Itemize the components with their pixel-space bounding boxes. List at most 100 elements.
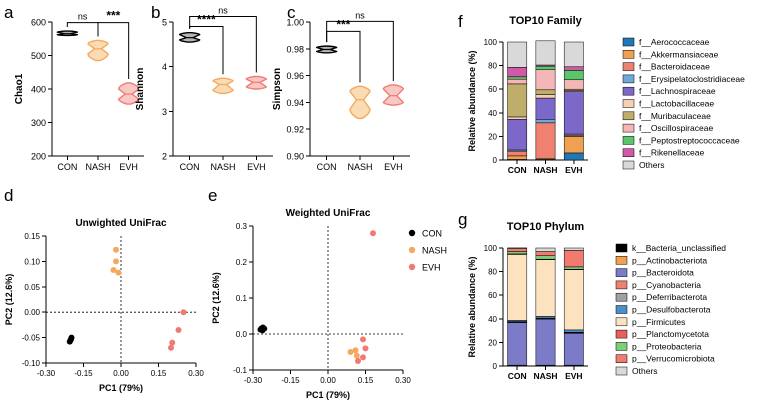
- violin-c-evh: [383, 85, 403, 105]
- point-d-evh: [169, 340, 175, 346]
- point-e-evh: [370, 230, 376, 236]
- bar-segment-f: [564, 153, 583, 160]
- legend-label-con: CON: [422, 229, 442, 239]
- y-tick-label-f: 0: [493, 156, 498, 165]
- legend-swatch-g: [616, 269, 627, 277]
- legend-swatch-f: [623, 100, 634, 108]
- bar-segment-f: [564, 42, 583, 67]
- x-tick-label-c: EVH: [384, 162, 403, 172]
- panel-label-b: b: [151, 3, 160, 22]
- panel-label-d: d: [4, 186, 13, 205]
- point-d-nash: [113, 258, 119, 264]
- x-tick-label-d: -0.30: [37, 369, 56, 378]
- y-tick-label-c: 0.98: [286, 44, 304, 54]
- bar-segment-g: [536, 260, 555, 317]
- y-tick-label-c: 0.90: [286, 152, 304, 162]
- bar-segment-g: [536, 256, 555, 260]
- y-tick-label-f: 60: [488, 85, 497, 94]
- significance-bracket-c: [327, 31, 360, 82]
- legend-swatch-f: [623, 149, 634, 157]
- x-tick-label-g: NASH: [533, 371, 557, 381]
- y-tick-label-f: 20: [488, 132, 497, 141]
- y-tick-label-e: 0.3: [236, 222, 248, 231]
- y-tick-label-d: -0.10: [22, 359, 41, 368]
- bar-segment-g: [564, 333, 583, 365]
- y-tick-label-a: 500: [31, 51, 46, 61]
- legend-label-f: f__Bacteroidaceae: [639, 62, 710, 72]
- point-e-evh: [363, 345, 369, 351]
- x-tick-label-d: -0.15: [74, 369, 93, 378]
- point-d-nash: [113, 247, 119, 253]
- y-tick-label-a: 300: [31, 118, 46, 128]
- y-tick-label-f: 100: [484, 38, 498, 47]
- violin-b-nash: [213, 78, 233, 93]
- y-axis-label-b: Shannon: [135, 68, 146, 111]
- bar-segment-f: [508, 84, 527, 117]
- y-tick-label-b: 3: [162, 107, 167, 117]
- y-tick-label-d: 0.05: [24, 283, 40, 292]
- y-tick-label-b: 4: [162, 62, 167, 72]
- x-axis-label-d: PC1 (79%): [99, 383, 143, 393]
- bar-segment-g: [564, 248, 583, 250]
- bar-segment-f: [508, 156, 527, 160]
- legend-label-f: f__Aerococcaceae: [639, 37, 710, 47]
- x-tick-label-d: 0.30: [188, 369, 204, 378]
- bar-segment-f: [508, 119, 527, 150]
- point-e-nash: [353, 347, 359, 353]
- bar-segment-g: [508, 323, 527, 365]
- violin-a-nash: [88, 40, 108, 60]
- legend-swatch-f: [623, 50, 634, 58]
- y-axis-label-f: Relative abundance (%): [467, 50, 477, 151]
- y-tick-label-d: 0.15: [24, 232, 40, 241]
- significance-label-a: ns: [78, 12, 88, 22]
- x-tick-label-f: CON: [508, 165, 527, 175]
- x-tick-label-b: CON: [180, 162, 200, 172]
- x-tick-label-e: 0.15: [358, 376, 374, 385]
- bar-segment-g: [536, 319, 555, 365]
- x-tick-label-a: EVH: [119, 162, 138, 172]
- bar-segment-g: [564, 267, 583, 269]
- x-tick-label-a: CON: [57, 162, 77, 172]
- point-e-evh: [355, 358, 361, 364]
- significance-label-c: ***: [336, 17, 350, 31]
- bar-segment-f: [508, 117, 527, 119]
- y-tick-label-c: 0.96: [286, 71, 304, 81]
- legend-label-f: f__Rikenellaceae: [639, 148, 704, 158]
- x-tick-label-g: EVH: [565, 371, 582, 381]
- legend-swatch-f: [623, 136, 634, 144]
- bar-segment-f: [536, 123, 555, 158]
- legend-swatch-g: [616, 244, 627, 252]
- legend-swatch-g: [616, 342, 627, 350]
- significance-label-b: ****: [197, 12, 216, 26]
- legend-label-f: f__Lactobacillaceae: [639, 99, 714, 109]
- y-tick-label-g: 80: [488, 268, 497, 277]
- y-tick-label-e: 0.1: [236, 294, 248, 303]
- legend-label-f: f__Erysipelatoclostridiaceae: [639, 74, 745, 84]
- legend-swatch-f: [623, 124, 634, 132]
- point-e-nash: [354, 353, 360, 359]
- y-tick-label-a: 600: [31, 18, 46, 28]
- bar-segment-f: [508, 77, 527, 79]
- legend-label-f: f__Akkermansiaceae: [639, 49, 719, 59]
- x-tick-label-g: CON: [508, 371, 527, 381]
- bar-segment-f: [508, 67, 527, 76]
- point-e-evh: [360, 336, 366, 342]
- legend-swatch-f: [623, 63, 634, 71]
- legend-label-f: f__Lachnospiraceae: [639, 86, 716, 96]
- y-axis-label-e: PC2 (12.6%): [211, 272, 221, 324]
- bar-segment-f: [564, 136, 583, 153]
- y-tick-label-b: 5: [162, 18, 167, 28]
- bar-segment-g: [508, 249, 527, 252]
- legend-label-g: p__Planctomycetota: [632, 329, 709, 339]
- x-tick-label-f: EVH: [565, 165, 582, 175]
- panel-label-a: a: [4, 3, 14, 22]
- significance-label-a: ***: [106, 9, 120, 23]
- bar-segment-f: [564, 80, 583, 89]
- legend-swatch-g: [616, 256, 627, 264]
- y-tick-label-c: 0.94: [286, 98, 304, 108]
- bar-segment-f: [508, 42, 527, 67]
- bar-segment-f: [536, 95, 555, 99]
- legend-swatch-f: [623, 87, 634, 95]
- legend-swatch-g: [616, 318, 627, 326]
